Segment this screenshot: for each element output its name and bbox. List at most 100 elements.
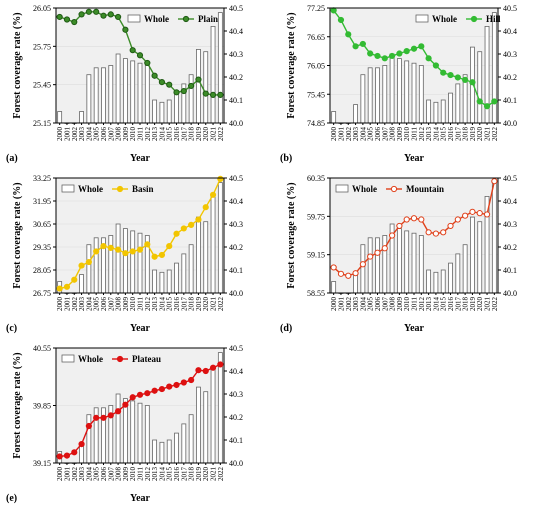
x-tick-label: 2001 — [63, 467, 71, 482]
bar-whole — [130, 230, 136, 294]
legend-bar-swatch — [127, 14, 141, 23]
x-tick-label: 2016 — [173, 297, 181, 312]
x-axis-title: Year — [130, 153, 151, 164]
bar-whole — [203, 221, 209, 294]
bar-whole — [418, 65, 424, 124]
series-point — [158, 251, 166, 259]
x-tick-label: 2002 — [71, 467, 79, 482]
x-tick-label: 2003 — [352, 297, 360, 312]
bar-whole — [181, 423, 187, 464]
bar-whole — [130, 400, 136, 464]
series-point — [388, 52, 396, 60]
legend-line-marker — [116, 355, 124, 363]
right-tick-label: 40.1 — [229, 266, 243, 275]
bar-whole — [122, 58, 128, 124]
bar-whole — [375, 67, 380, 124]
series-point — [381, 245, 388, 252]
bar-whole — [152, 439, 158, 464]
bar-whole — [331, 281, 337, 294]
left-tick-label: 33.25 — [33, 174, 51, 183]
right-tick-label: 40.1 — [229, 96, 243, 105]
legend-line-label: Basin — [132, 184, 154, 194]
y-axis-title: Forest coverage rate (%) — [12, 182, 23, 288]
x-tick-label: 2013 — [151, 467, 159, 482]
x-tick-label: 2005 — [367, 127, 375, 142]
x-tick-label: 2003 — [78, 127, 86, 142]
x-tick-label: 2000 — [56, 467, 64, 482]
series-point — [144, 390, 151, 397]
x-tick-label: 2011 — [411, 127, 419, 141]
x-tick-label: 2021 — [484, 127, 492, 142]
bar-whole — [203, 391, 209, 464]
x-tick-label: 2007 — [107, 127, 115, 142]
x-tick-label: 2000 — [330, 297, 338, 312]
series-point — [63, 452, 71, 459]
x-tick-label: 2000 — [56, 297, 64, 312]
series-point — [158, 79, 166, 86]
series-point — [100, 12, 107, 19]
x-tick-label: 2019 — [195, 127, 203, 142]
bar-whole — [79, 274, 84, 294]
x-tick-label: 2009 — [396, 127, 404, 142]
series-point — [136, 246, 144, 253]
x-tick-label: 2014 — [158, 297, 166, 312]
left-tick-label: 74.85 — [307, 119, 325, 128]
left-tick-label: 26.75 — [33, 289, 51, 298]
x-tick-label: 2011 — [411, 297, 419, 311]
x-tick-label: 2022 — [491, 127, 499, 142]
chart-panel-5: 39.15 39.85 40.55 40.0 40.1 40.2 40.3 40.4 40.5 2… — [6, 344, 243, 504]
series-point — [136, 391, 144, 398]
x-tick-label: 2009 — [122, 467, 130, 482]
x-tick-label: 2010 — [403, 297, 411, 312]
left-tick-label: 39.15 — [33, 459, 51, 468]
bar-whole — [382, 65, 388, 124]
x-tick-label: 2015 — [440, 127, 448, 142]
chart-panel-3: 26.75 28.05 29.35 30.65 31.95 33.25 40.0 40.1 40… — [6, 174, 243, 334]
right-tick-label: 40.0 — [503, 119, 517, 128]
series-point — [440, 69, 447, 76]
bar-whole — [174, 262, 179, 294]
x-tick-label: 2005 — [93, 127, 101, 142]
series-point — [483, 211, 491, 218]
series-point — [374, 249, 381, 256]
bar-whole — [360, 74, 366, 124]
right-tick-label: 40.4 — [229, 367, 243, 376]
series-point — [352, 270, 359, 277]
bar-whole — [86, 244, 92, 294]
bar-whole — [115, 393, 121, 464]
legend-bar-label: Whole — [78, 354, 103, 364]
right-tick-label: 40.2 — [229, 413, 243, 422]
bar-whole — [130, 60, 136, 124]
right-tick-label: 40.5 — [229, 174, 243, 183]
x-tick-label: 2004 — [85, 297, 93, 312]
bar-whole — [188, 414, 194, 464]
legend-line-label: Plateau — [132, 354, 161, 364]
series-point — [122, 250, 129, 257]
bar-whole — [455, 253, 461, 294]
right-tick-label: 40.4 — [503, 27, 517, 36]
x-tick-label: 2014 — [432, 127, 440, 142]
bar-whole — [375, 237, 380, 294]
x-tick-label: 2012 — [418, 127, 426, 142]
left-tick-label: 29.35 — [33, 243, 51, 252]
series-point — [78, 262, 85, 269]
right-tick-label: 40.1 — [229, 436, 243, 445]
bar-whole — [144, 405, 150, 464]
x-tick-label: 2019 — [469, 297, 477, 312]
x-tick-label: 2016 — [173, 127, 181, 142]
series-point — [114, 13, 122, 21]
x-tick-label: 2005 — [93, 467, 101, 482]
right-tick-label: 40.0 — [503, 289, 517, 298]
right-tick-label: 40.2 — [503, 73, 517, 82]
x-tick-label: 2005 — [367, 297, 375, 312]
series-point — [440, 229, 447, 236]
series-point — [93, 248, 100, 255]
left-tick-label: 75.45 — [307, 90, 325, 99]
series-point — [144, 59, 151, 67]
x-tick-label: 2017 — [454, 297, 462, 312]
right-tick-label: 40.2 — [503, 243, 517, 252]
series-point — [337, 270, 345, 277]
series-point — [71, 18, 78, 26]
bar-whole — [188, 74, 194, 124]
